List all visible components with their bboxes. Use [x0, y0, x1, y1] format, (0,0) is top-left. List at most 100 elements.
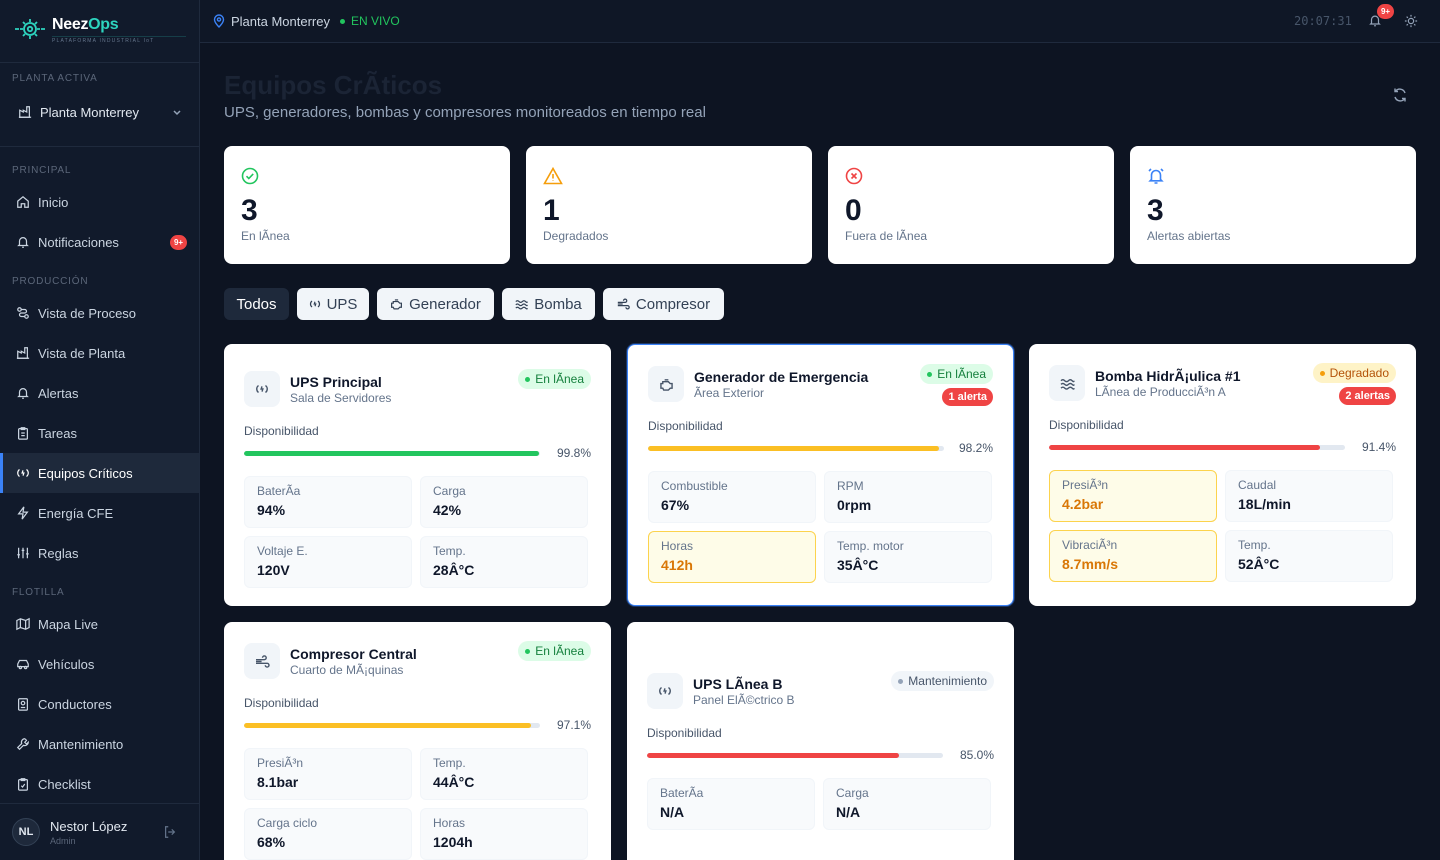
metric-value: 8.7mm/s	[1062, 556, 1119, 572]
equipment-card[interactable]: Compresor Central Cuarto de MÃ¡quinas En…	[224, 622, 611, 860]
metric-value: 8.1bar	[257, 774, 299, 790]
metric-tile-warning: Horas 412h	[648, 531, 816, 583]
section-label-principal: PRINCIPAL	[12, 165, 72, 176]
status-badge: En lÃ­nea	[518, 641, 591, 661]
metric-tile: Carga N/A	[823, 778, 991, 830]
availability-label: Disponibilidad	[648, 419, 723, 433]
avatar[interactable]: NL	[12, 818, 40, 846]
plant-select-value: Planta Monterrey	[40, 104, 139, 120]
availability-bar	[1049, 444, 1345, 450]
sidebar-item-mapa[interactable]: Mapa Live	[0, 604, 199, 644]
metric-label: PresiÃ³n	[257, 756, 304, 770]
sidebar-item-vista-planta[interactable]: Vista de Planta	[0, 333, 199, 373]
filter-todos[interactable]: Todos	[224, 288, 289, 320]
notifications-button[interactable]: 9+	[1368, 4, 1394, 28]
sidebar-item-label: Energía CFE	[38, 505, 114, 521]
metric-tile: Temp. 52Â°C	[1225, 530, 1393, 582]
metric-value: 68%	[257, 834, 286, 850]
status-label: Mantenimiento	[908, 674, 987, 688]
live-dot-icon	[340, 18, 345, 24]
refresh-icon[interactable]	[1392, 87, 1408, 103]
map-icon	[16, 617, 30, 631]
sliders-icon	[16, 546, 30, 560]
sidebar-item-reglas[interactable]: Reglas	[0, 533, 199, 573]
metric-tile-warning: PresiÃ³n 4.2bar	[1049, 470, 1217, 522]
sidebar-item-tareas[interactable]: Tareas	[0, 413, 199, 453]
plant-select[interactable]: Planta Monterrey	[8, 93, 192, 131]
logout-icon[interactable]	[163, 825, 177, 839]
equipment-card[interactable]: Generador de Emergencia Ãrea Exterior En…	[627, 344, 1014, 606]
gear-logo-icon	[14, 15, 46, 43]
filter-generador[interactable]: Generador	[377, 288, 494, 320]
availability-bar	[244, 722, 540, 728]
metric-tile: Temp. 28Â°C	[420, 536, 588, 588]
sidebar-item-conductores[interactable]: Conductores	[0, 684, 199, 724]
sidebar-item-label: Vista de Proceso	[38, 305, 137, 321]
user-panel: NL Nestor López Admin	[0, 803, 199, 860]
availability-value: 97.1%	[556, 718, 591, 732]
sidebar-item-vehiculos[interactable]: Vehículos	[0, 644, 199, 684]
filter-ups[interactable]: UPS	[297, 288, 369, 320]
metric-value: 0rpm	[837, 497, 872, 513]
stat-value: 1	[543, 194, 560, 227]
metric-label: PresiÃ³n	[1062, 478, 1109, 492]
metric-tile: Horas 1204h	[420, 808, 588, 860]
equipment-name: UPS Principal	[290, 373, 382, 390]
availability-label: Disponibilidad	[244, 424, 319, 438]
filter-label: Todos	[236, 295, 277, 313]
metric-tile: Temp. 44Â°C	[420, 748, 588, 800]
equipment-card[interactable]: UPS Principal Sala de Servidores En lÃ­n…	[224, 344, 611, 606]
metric-tile: RPM 0rpm	[824, 471, 992, 523]
filter-compresor[interactable]: Compresor	[603, 288, 724, 320]
check-circle-icon	[241, 167, 493, 185]
stat-value: 3	[1147, 194, 1164, 227]
equipment-name: Compresor Central	[290, 645, 417, 662]
status-label: En lÃ­nea	[535, 644, 584, 658]
bell-icon	[16, 386, 30, 400]
sidebar-item-label: Alertas	[38, 385, 79, 401]
warning-triangle-icon	[543, 167, 795, 185]
theme-toggle-sun-icon[interactable]	[1404, 14, 1418, 28]
sidebar-item-vista-proceso[interactable]: Vista de Proceso	[0, 293, 199, 333]
filter-label: Bomba	[534, 295, 582, 313]
brand-name-part2: Ops	[88, 16, 119, 33]
brand[interactable]: NeezOps PLATAFORMA INDUSTRIAL IoT	[0, 0, 199, 63]
user-name: Nestor López	[50, 818, 128, 834]
availability-label: Disponibilidad	[1049, 418, 1124, 432]
clock: 20:07:31	[1294, 14, 1352, 28]
metric-label: Temp. motor	[837, 539, 904, 553]
clipboard-icon	[16, 426, 30, 440]
stat-label: Fuera de lÃ­nea	[845, 229, 928, 243]
status-badge: Mantenimiento	[891, 671, 994, 691]
availability-value: 99.8%	[556, 446, 591, 460]
sidebar-item-checklist[interactable]: Checklist	[0, 764, 199, 804]
filter-bomba[interactable]: Bomba	[502, 288, 595, 320]
metric-label: Horas	[661, 539, 694, 553]
stat-value: 3	[241, 194, 258, 227]
metric-tile: Carga ciclo 68%	[244, 808, 412, 860]
metric-tile: BaterÃ­a N/A	[647, 778, 815, 830]
sidebar-item-mantenimiento[interactable]: Mantenimiento	[0, 724, 199, 764]
sidebar-item-equipos-criticos[interactable]: Equipos Críticos	[0, 453, 199, 493]
user-role: Admin	[50, 835, 76, 846]
sidebar-item-alertas[interactable]: Alertas	[0, 373, 199, 413]
top-bar: Planta Monterrey EN VIVO 20:07:31 9+	[200, 0, 1440, 43]
sidebar-item-label: Inicio	[38, 194, 69, 210]
sidebar-item-inicio[interactable]: Inicio	[0, 182, 199, 222]
stat-label: Degradados	[543, 229, 609, 243]
metric-tile: Voltaje E. 120V	[244, 536, 412, 588]
brand-subtitle: PLATAFORMA INDUSTRIAL IoT	[52, 36, 186, 44]
location-label: Planta Monterrey	[231, 13, 330, 29]
availability-value: 85.0%	[959, 748, 994, 762]
equipment-card[interactable]: UPS LÃ­nea B Panel ElÃ©ctrico B Mantenim…	[627, 622, 1014, 860]
availability-bar-fill	[244, 722, 532, 728]
metric-value: 412h	[661, 557, 693, 573]
divider	[0, 146, 199, 147]
sidebar-item-notificaciones[interactable]: Notificaciones 9+	[0, 222, 199, 262]
equipment-card[interactable]: Bomba HidrÃ¡ulica #1 LÃ­nea de ProducciÃ…	[1029, 344, 1416, 606]
location-indicator[interactable]: Planta Monterrey	[213, 14, 330, 29]
sidebar-item-energia[interactable]: Energía CFE	[0, 493, 199, 533]
brand-name-part1: Neez	[52, 16, 89, 33]
location-pin-icon	[213, 14, 225, 28]
metric-tile: Carga 42%	[420, 476, 588, 528]
